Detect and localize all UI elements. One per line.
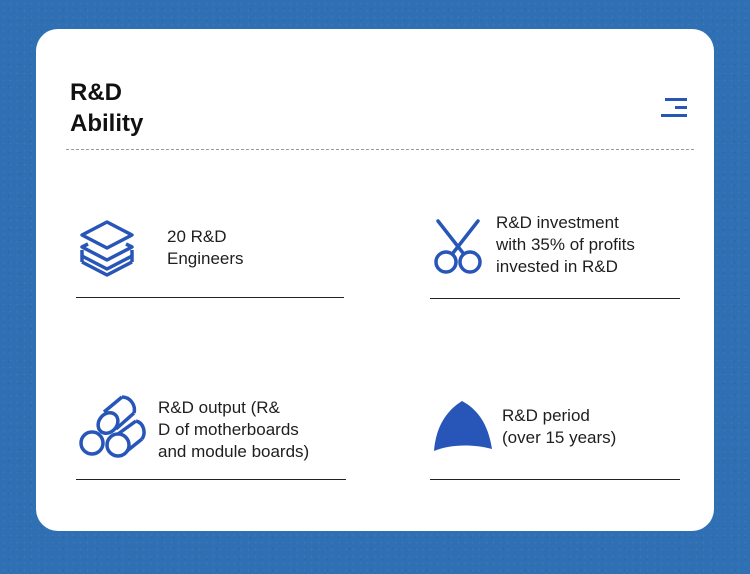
title-line-1: R&D [70, 79, 122, 106]
menu-bar-top [665, 98, 687, 101]
layers-icon [80, 220, 134, 277]
feature-investment-rule [430, 298, 680, 299]
header-divider [66, 149, 694, 150]
feature-engineers-line-1: 20 R&D [167, 227, 227, 246]
dome-icon [434, 401, 492, 451]
menu-icon[interactable] [661, 98, 689, 118]
logs-stack-icon [79, 395, 146, 458]
feature-engineers-rule [76, 297, 344, 298]
feature-engineers-text: 20 R&D Engineers [167, 226, 244, 270]
feature-investment-text: R&D investment with 35% of profits inves… [496, 212, 635, 278]
feature-period-rule [430, 479, 680, 480]
menu-bar-middle [675, 106, 687, 109]
feature-output-text: R&D output (R& D of motherboards and mod… [158, 397, 309, 463]
feature-investment-line-1: R&D investment [496, 213, 619, 232]
scissors-icon [434, 219, 482, 274]
feature-investment-line-3: invested in R&D [496, 257, 618, 276]
feature-output-rule [76, 479, 346, 480]
title-line-2: Ability [70, 110, 144, 137]
feature-investment-line-2: with 35% of profits [496, 235, 635, 254]
feature-output-line-3: and module boards) [158, 442, 310, 461]
feature-output-line-2: D of motherboards [158, 420, 299, 439]
menu-bar-bottom [661, 114, 687, 117]
feature-engineers-line-2: Engineers [167, 249, 244, 268]
feature-period-line-1: R&D period [502, 406, 590, 425]
rd-ability-card: R&D Ability 20 R&D Engineers [36, 29, 714, 531]
feature-output-line-1: R&D output (R& [158, 398, 280, 417]
feature-period-text: R&D period (over 15 years) [502, 405, 616, 449]
feature-period-line-2: (over 15 years) [502, 428, 617, 447]
page-title: R&D Ability [70, 77, 143, 139]
